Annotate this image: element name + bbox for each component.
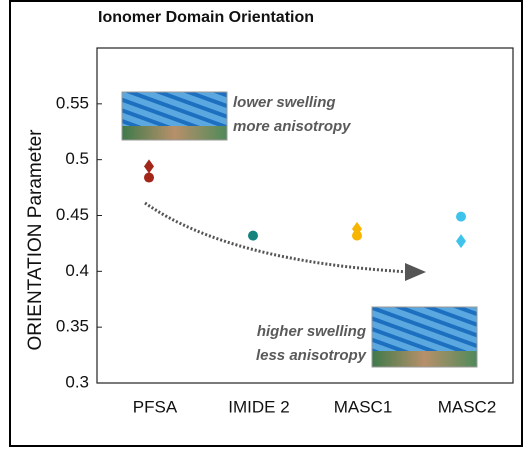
- y-tick-label: 0.4: [65, 261, 89, 280]
- x-tick-label: PFSA: [133, 397, 178, 416]
- icon-high: [372, 307, 477, 367]
- icon-low: [122, 92, 227, 140]
- y-tick-label: 0.3: [65, 372, 89, 391]
- annotation: higher swelling: [257, 323, 366, 340]
- point-circle: [248, 231, 258, 241]
- x-tick-label: MASC2: [438, 397, 497, 416]
- point-diamond: [456, 234, 466, 248]
- x-tick-label: MASC1: [334, 397, 393, 416]
- trend-arrow: [145, 203, 410, 272]
- arrow-head: [405, 263, 426, 281]
- y-tick-label: 0.55: [56, 93, 89, 112]
- y-axis-label: ORIENTATION Parameter: [25, 129, 46, 351]
- annotation: lower swelling: [233, 94, 336, 111]
- chart-title: Ionomer Domain Orientation: [98, 9, 314, 26]
- point-diamond: [144, 159, 154, 173]
- point-circle: [144, 173, 154, 183]
- point-circle: [456, 212, 466, 222]
- chart: Ionomer Domain Orientation ORIENTATION P…: [0, 0, 528, 447]
- y-tick-label: 0.5: [65, 149, 89, 168]
- annotation: more anisotropy: [233, 118, 351, 135]
- annotation: less anisotropy: [256, 347, 367, 364]
- y-tick-label: 0.45: [56, 205, 89, 224]
- x-tick-label: IMIDE 2: [228, 397, 289, 416]
- y-tick-label: 0.35: [56, 317, 89, 336]
